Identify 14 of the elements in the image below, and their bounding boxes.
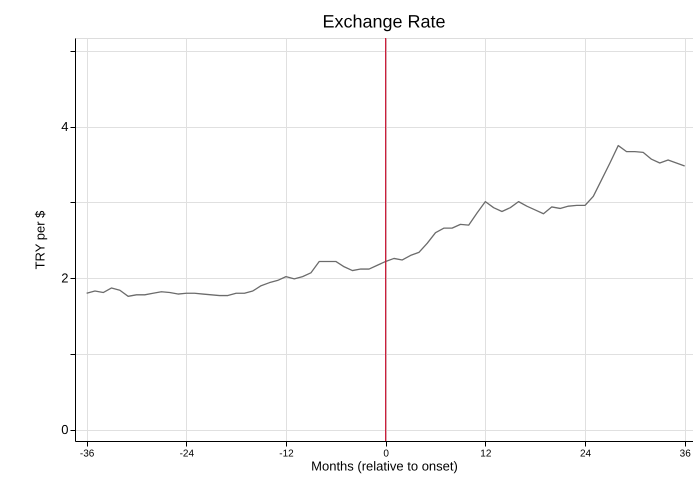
y-tick-label: 0 [61,422,68,438]
x-tick-label: 36 [680,448,692,460]
x-tick-label: -12 [279,448,294,460]
y-axis-title: TRY per $ [32,210,48,270]
x-tick-label: -36 [80,448,95,460]
x-tick-label: 24 [580,448,592,460]
chart-title: Exchange Rate [322,11,446,32]
x-axis-title: Months (relative to onset) [311,458,458,474]
y-tick-label: 2 [61,270,68,286]
line-series [86,144,686,297]
x-tick-label: -24 [180,448,194,460]
x-tick-label: 0 [383,448,390,460]
y-tick-label: 4 [61,119,68,134]
x-tick-label: 12 [480,448,492,460]
